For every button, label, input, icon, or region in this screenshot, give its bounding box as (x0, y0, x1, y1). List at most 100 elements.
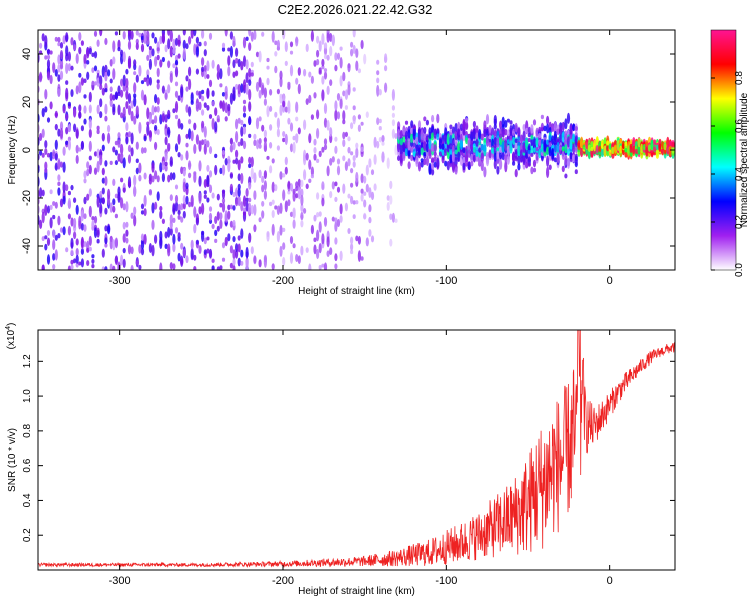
heatmap-cell (613, 145, 618, 154)
heatmap-cell (313, 214, 317, 222)
heatmap-cell (164, 128, 168, 137)
heatmap-cell (334, 263, 338, 270)
heatmap-cell (363, 191, 367, 196)
heatmap-cell (355, 235, 359, 242)
heatmap-cell (279, 202, 283, 214)
heatmap-cell (329, 79, 333, 86)
heatmap-cell (410, 146, 414, 153)
heatmap-cell (177, 95, 181, 102)
heatmap-cell (454, 155, 458, 167)
heatmap-cell (235, 131, 239, 143)
heatmap-cell (532, 119, 537, 126)
y-tick-label: 0.4 (22, 493, 33, 507)
heatmap-cell (57, 36, 61, 43)
heatmap-cell (261, 175, 265, 184)
heatmap-cell (177, 133, 181, 145)
heatmap-cell (546, 146, 550, 155)
heatmap-cell (83, 105, 87, 114)
heatmap-cell (237, 257, 241, 267)
heatmap-cell (122, 51, 126, 63)
heatmap-cell (240, 83, 244, 94)
heatmap-cell (352, 87, 356, 92)
heatmap-cell (133, 214, 137, 227)
heatmap-cell (59, 161, 64, 168)
heatmap-cell (104, 37, 108, 46)
heatmap-cell (342, 119, 346, 125)
heatmap-cell (449, 124, 453, 130)
heatmap-cell (39, 42, 43, 49)
heatmap-cell (86, 260, 90, 266)
heatmap-cell (130, 246, 134, 255)
heatmap-cell (271, 181, 275, 193)
heatmap-cell (75, 204, 79, 215)
heatmap-cell (323, 42, 328, 49)
heatmap-cell (59, 227, 64, 233)
heatmap-cell (297, 178, 301, 187)
heatmap-cell (73, 231, 77, 240)
heatmap-cell (540, 143, 545, 153)
heatmap-cell (574, 126, 578, 131)
heatmap-cell (389, 213, 393, 220)
heatmap-cell (300, 211, 304, 221)
heatmap-cell (177, 39, 181, 45)
heatmap-cell (91, 254, 95, 259)
heatmap-cell (122, 221, 126, 230)
heatmap-cell (574, 169, 578, 175)
heatmap-cell (54, 69, 58, 77)
heatmap-cell (201, 139, 205, 146)
heatmap-cell (174, 114, 179, 120)
heatmap-cell (70, 65, 74, 71)
heatmap-cell (154, 234, 158, 244)
heatmap-cell (167, 109, 171, 118)
heatmap-cell (221, 100, 226, 112)
heatmap-cell (203, 190, 207, 195)
heatmap-cell (504, 153, 508, 163)
heatmap-cell (514, 148, 518, 160)
heatmap-cell (122, 258, 126, 268)
heatmap-cell (104, 237, 108, 245)
heatmap-cell (146, 54, 150, 62)
y-tick-label: 1.2 (22, 354, 33, 368)
heatmap-cell (164, 161, 168, 167)
heatmap-cell (143, 94, 147, 106)
heatmap-cell (509, 140, 513, 148)
heatmap-cell (420, 142, 424, 149)
heatmap-cell (96, 39, 100, 47)
heatmap-cell (122, 30, 126, 40)
heatmap-cell (190, 92, 194, 103)
heatmap-cell (501, 127, 505, 138)
heatmap-cell (185, 255, 189, 264)
heatmap-cell (248, 79, 252, 86)
heatmap-cell (39, 73, 43, 81)
heatmap-cell (219, 167, 223, 175)
heatmap-cell (274, 51, 278, 57)
heatmap-cell (235, 198, 239, 207)
heatmap-cell (203, 237, 207, 245)
heatmap-cell (52, 253, 56, 261)
heatmap-cell (127, 131, 132, 138)
heatmap-cell (501, 141, 505, 153)
heatmap-cell (318, 265, 322, 270)
heatmap-cell (127, 105, 132, 116)
heatmap-cell (198, 245, 202, 254)
heatmap-cell (572, 123, 576, 131)
heatmap-cell (423, 141, 427, 152)
heatmap-cell (174, 37, 179, 46)
heatmap-cell (553, 157, 558, 163)
heatmap-cell (133, 115, 137, 125)
heatmap-cell (39, 150, 43, 156)
heatmap-cell (248, 89, 252, 101)
heatmap-cell (305, 98, 309, 105)
heatmap-cell (83, 78, 87, 84)
heatmap-cell (511, 156, 516, 161)
heatmap-cell (331, 216, 335, 222)
heatmap-cell (167, 143, 171, 148)
heatmap-cell (250, 204, 254, 215)
heatmap-cell (227, 210, 231, 220)
heatmap-cell (506, 145, 510, 156)
heatmap-cell (156, 129, 160, 136)
heatmap-cell (237, 117, 241, 124)
heatmap-cell (99, 75, 103, 86)
heatmap-cell (559, 146, 563, 151)
heatmap-cell (323, 71, 328, 80)
